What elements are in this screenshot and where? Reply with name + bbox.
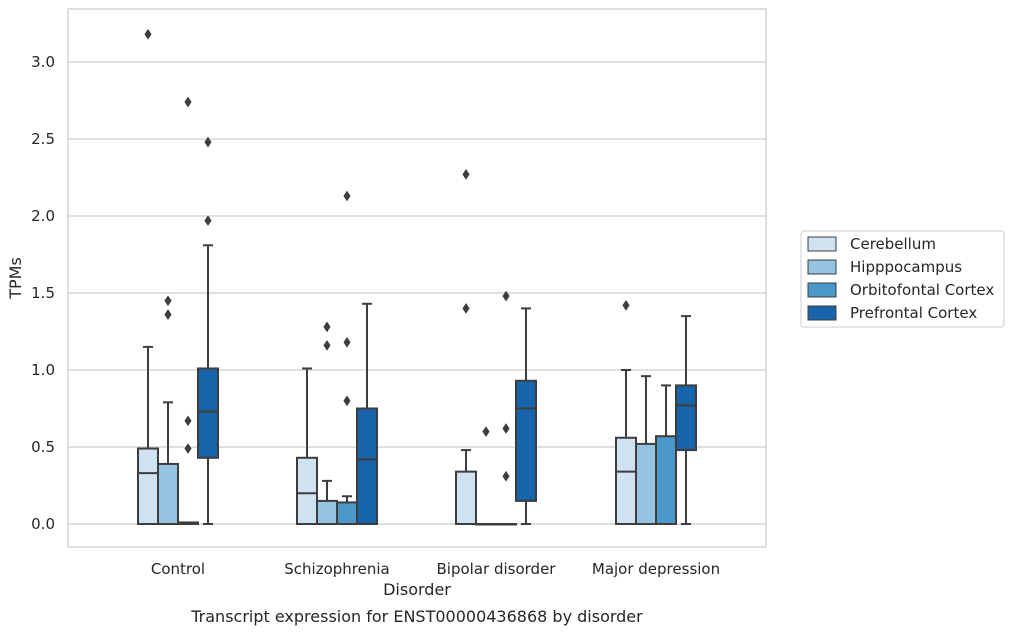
- box-body: [655, 435, 677, 525]
- legend-frame: [800, 230, 1005, 328]
- box-body: [515, 379, 537, 502]
- plot-frame: [67, 8, 767, 548]
- x-axis-label: Disorder: [383, 580, 451, 599]
- outlier-point: [462, 302, 470, 314]
- outlier-point: [144, 28, 152, 40]
- y-axis-label: TPMs: [6, 257, 25, 300]
- y-tick-label: 3.0: [31, 53, 55, 71]
- outlier-point: [482, 426, 490, 438]
- y-tick-label: 0.0: [31, 515, 55, 533]
- box-group: [316, 321, 338, 525]
- outlier-point: [343, 190, 351, 202]
- outlier-point: [204, 215, 212, 227]
- legend-label: Cerebellum: [850, 235, 936, 253]
- x-tick-label: Major depression: [592, 560, 720, 578]
- box-group: [455, 168, 477, 526]
- box-body: [197, 367, 219, 459]
- box-body: [137, 447, 159, 526]
- outlier-point: [502, 423, 510, 434]
- box-body: [356, 407, 378, 525]
- box-body: [157, 462, 179, 526]
- y-tick-label: 1.5: [31, 284, 55, 302]
- outlier-point: [502, 470, 510, 482]
- x-tick-label: Bipolar disorder: [437, 560, 557, 578]
- outlier-point: [164, 295, 172, 307]
- chart-caption: Transcript expression for ENST0000043686…: [190, 607, 643, 626]
- legend-swatch: [807, 282, 837, 298]
- outlier-point: [323, 321, 331, 333]
- y-axis-ticks: 0.0 0.5 1.0 1.5 2.0 2.5 3.0: [31, 53, 55, 533]
- outlier-point: [184, 96, 192, 108]
- y-tick-label: 2.0: [31, 207, 55, 225]
- outlier-point: [622, 299, 630, 311]
- legend-swatch: [807, 236, 837, 252]
- y-tick-label: 0.5: [31, 438, 55, 456]
- box-group: [296, 367, 318, 525]
- outlier-point: [323, 339, 331, 351]
- box-body: [296, 456, 318, 525]
- y-tick-label: 1.0: [31, 361, 55, 379]
- x-tick-label: Control: [151, 560, 205, 578]
- legend-swatch: [807, 305, 837, 321]
- y-tick-label: 2.5: [31, 130, 55, 148]
- outlier-point: [184, 415, 192, 427]
- box-body: [316, 499, 338, 525]
- box-group: [515, 307, 537, 525]
- box-body: [635, 442, 657, 526]
- legend-label: Prefrontal Cortex: [850, 304, 977, 322]
- box-group: [615, 299, 637, 526]
- box-group: [197, 136, 219, 525]
- box-series: [137, 28, 697, 526]
- outlier-point: [204, 136, 212, 148]
- box-group: [336, 190, 358, 526]
- box-group: [137, 28, 159, 526]
- x-axis-ticks: Control Schizophrenia Bipolar disorder Majo…: [151, 560, 720, 578]
- box-body: [336, 501, 358, 526]
- x-tick-label: Schizophrenia: [284, 560, 389, 578]
- box-group: [655, 384, 677, 525]
- legend-label: Hipppocampus: [850, 258, 962, 276]
- box-group: [495, 290, 517, 526]
- box-group: [475, 426, 497, 526]
- legend-swatch: [807, 259, 837, 275]
- box-group: [157, 295, 179, 526]
- box-group: [177, 96, 199, 526]
- outlier-point: [184, 443, 192, 454]
- outlier-point: [343, 395, 351, 407]
- outlier-point: [343, 336, 351, 348]
- box-group: [675, 315, 697, 525]
- gridlines: [68, 61, 766, 525]
- legend-label: Orbitofontal Cortex: [850, 281, 994, 299]
- box-body: [615, 436, 637, 526]
- box-body: [675, 384, 697, 452]
- box-group: [635, 375, 657, 526]
- legend: Cerebellum Hipppocampus Orbitofontal Corte…: [800, 230, 1005, 328]
- box-body: [455, 470, 477, 526]
- outlier-point: [462, 168, 470, 180]
- box-group: [356, 302, 378, 525]
- outlier-point: [502, 290, 510, 302]
- outlier-point: [164, 309, 172, 321]
